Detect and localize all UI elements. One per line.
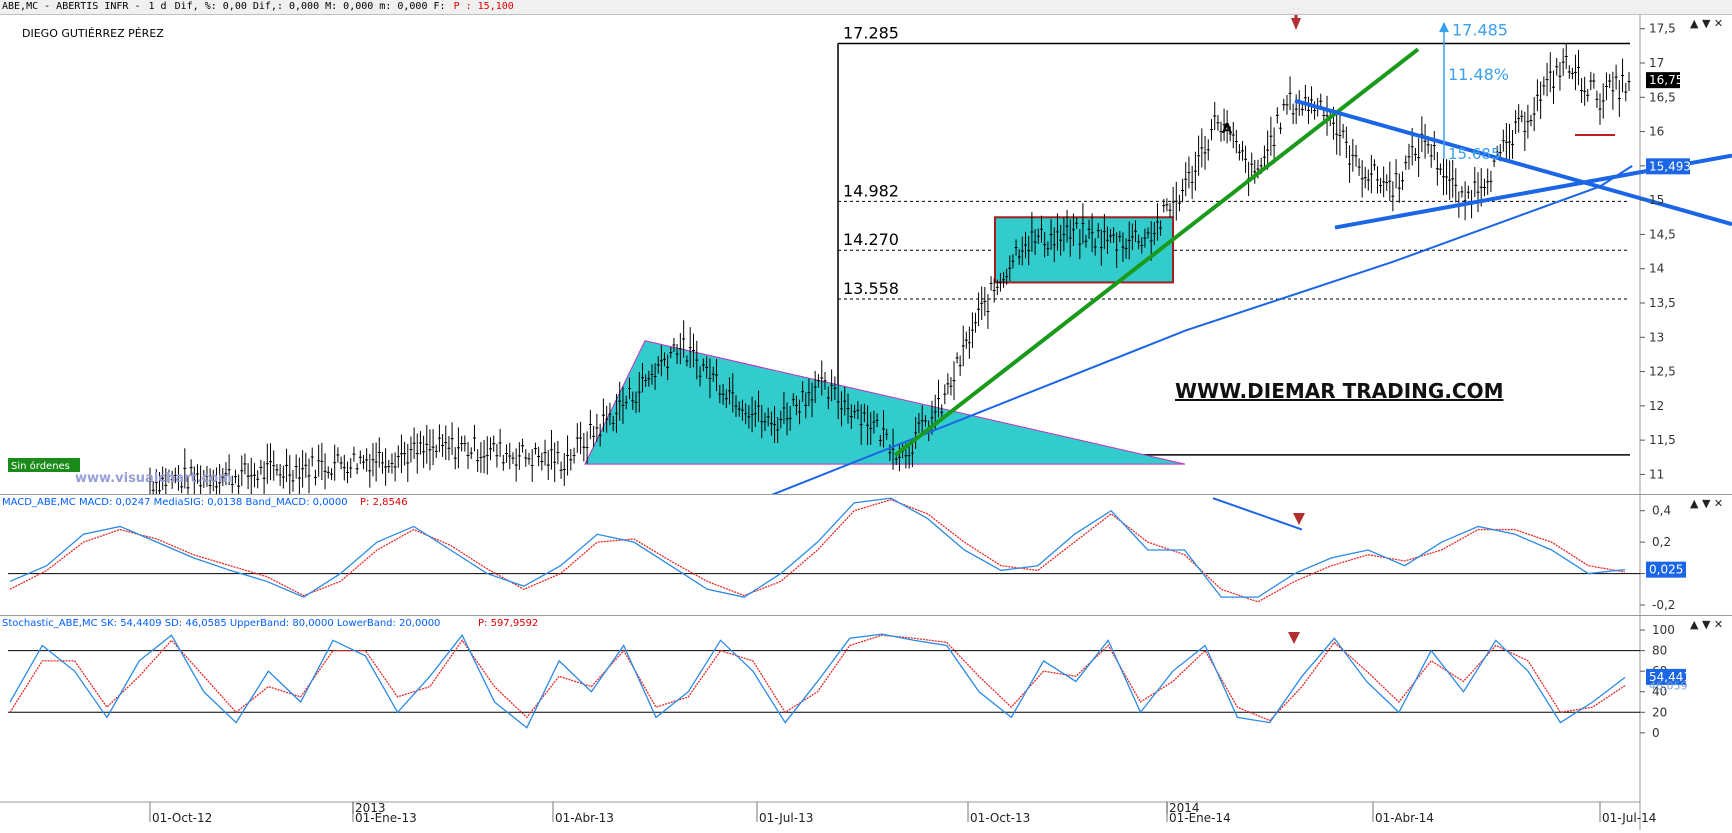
target-label: 17.485 [1452, 21, 1508, 40]
macd-signal-line [9, 499, 1626, 603]
macd-signal-arrow [1293, 513, 1305, 525]
orders-badge-label: Sin órdenes [11, 460, 70, 472]
y-axis-label: 14,5 [1649, 227, 1676, 241]
date-axis-label: 01-Ene-13 [355, 811, 417, 825]
macd-legend: MACD_ABE,MC MACD: 0,0247 MediaSIG: 0,013… [2, 497, 348, 508]
y-axis-label: 15 [1649, 193, 1664, 207]
moving-average-line [771, 165, 1633, 496]
timeframe-label: 1 d [148, 1, 167, 12]
year-label: 2014 [1169, 801, 1200, 815]
signal-arrow-marker [1291, 18, 1301, 30]
author-label: DIEGO GUTIÉRREZ PÉREZ [22, 27, 164, 40]
macd-value: 0,025 [1649, 563, 1683, 577]
triangle-pattern [584, 340, 1186, 465]
stoch-sk-badge [1646, 668, 1686, 685]
stoch-sd-line [9, 634, 1626, 722]
stoch-y-label: 0 [1652, 726, 1660, 740]
date-axis-label: 01-Oct-12 [152, 811, 212, 825]
stoch-y-label: 20 [1652, 705, 1667, 719]
stoch-y-label: 80 [1652, 644, 1667, 658]
y-axis-label: 17,5 [1649, 22, 1676, 36]
orders-badge [8, 458, 80, 472]
green-trendline [893, 47, 1420, 457]
stochastic-panel[interactable]: Stochastic_ABE,MC SK: 54,4409 SD: 46,058… [0, 615, 1732, 830]
stoch-price-label: P: 597,9592 [478, 618, 538, 629]
year-label: 2013 [355, 801, 386, 815]
fib-level-label: 14.270 [843, 230, 899, 249]
macd-panel-buttons: ▲ ▼ ✕ [1690, 497, 1723, 510]
percent-label: 11.48% [1448, 65, 1509, 84]
price-label: P : 15,100 [453, 1, 514, 12]
ma-value-badge [1646, 158, 1690, 175]
symbol-label: ABE,MC - ABERTIS INFR - [2, 1, 141, 12]
stoch-sk-line [9, 633, 1626, 729]
y-axis-label: 17 [1649, 56, 1664, 70]
price-panel[interactable]: 17.28514.98214.27013.55811.28517.48511.4… [0, 15, 1732, 510]
watermark-label: WWW.DIEMAR TRADING.COM [1175, 379, 1504, 403]
macd-chart[interactable]: MACD_ABE,MC MACD: 0,0247 MediaSIG: 0,013… [0, 495, 1732, 616]
y-axis-label: 12,5 [1649, 365, 1676, 379]
stoch-y-label: 40 [1652, 685, 1667, 699]
y-axis-label: 16,5 [1649, 90, 1676, 104]
y-axis-label: 12 [1649, 399, 1664, 413]
range-rectangle [994, 216, 1174, 284]
y-axis-label: 13,5 [1649, 296, 1676, 310]
break-label: 15.685 [1448, 145, 1501, 163]
date-axis-label: 01-Abr-13 [555, 811, 614, 825]
wedge-upper-line [1294, 98, 1732, 227]
y-axis-label: 13 [1649, 330, 1664, 344]
panel-buttons: ▲ ▼ ✕ [1690, 17, 1723, 30]
date-axis-label: 01-Ene-14 [1169, 811, 1231, 825]
date-axis-label: 01-Jul-13 [759, 811, 813, 825]
y-axis-label: 11 [1649, 467, 1664, 481]
y-axis-label: 16 [1649, 125, 1664, 139]
macd-y-label: 0,2 [1652, 535, 1671, 549]
date-axis-label: 01-Abr-14 [1375, 811, 1434, 825]
target-arrow-head [1439, 21, 1449, 33]
chart-header-bar: ABE,MC - ABERTIS INFR - 1 d Dif, %: 0,00… [0, 0, 1732, 15]
ma-value: 15,493 [1649, 159, 1691, 173]
price-chart[interactable]: 17.28514.98214.27013.55811.28517.48511.4… [0, 15, 1732, 510]
date-axis-label: 01-Oct-13 [970, 811, 1030, 825]
stoch-signal-arrow [1288, 632, 1300, 644]
fib-level-label: 17.285 [843, 23, 899, 42]
macd-value-badge [1646, 561, 1686, 578]
point-a-label: A [1222, 122, 1232, 137]
macd-panel[interactable]: MACD_ABE,MC MACD: 0,0247 MediaSIG: 0,013… [0, 494, 1732, 616]
brand-label: www.visualchart.com [75, 471, 232, 486]
fields-label: Dif, %: 0,00 Dif,: 0,000 M: 0,000 m: 0,0… [174, 1, 446, 12]
stoch-panel-buttons: ▲ ▼ ✕ [1690, 618, 1723, 631]
fib-level-label: 13.558 [843, 279, 899, 298]
y-axis-label: 14 [1649, 262, 1664, 276]
fib-level-label: 14.982 [843, 181, 899, 200]
stoch-y-label: 100 [1652, 623, 1675, 637]
stoch-sk-value: 54,441 [1649, 670, 1691, 684]
macd-divergence-line [1212, 497, 1303, 531]
last-price-badge [1646, 72, 1680, 89]
date-axis-label: 01-Jul-14 [1602, 811, 1656, 825]
stoch-sd-value: 46,059 [1649, 680, 1688, 693]
y-axis-label: 11,5 [1649, 433, 1676, 447]
macd-line [9, 497, 1626, 598]
macd-price-label: P: 2,8546 [360, 497, 408, 508]
last-price-value: 16,75 [1649, 73, 1683, 87]
stoch-legend: Stochastic_ABE,MC SK: 54,4409 SD: 46,058… [2, 618, 440, 629]
macd-y-label: 0,4 [1652, 504, 1671, 518]
macd-y-label: -0,2 [1652, 598, 1675, 612]
stochastic-chart[interactable]: Stochastic_ABE,MC SK: 54,4409 SD: 46,058… [0, 616, 1732, 830]
